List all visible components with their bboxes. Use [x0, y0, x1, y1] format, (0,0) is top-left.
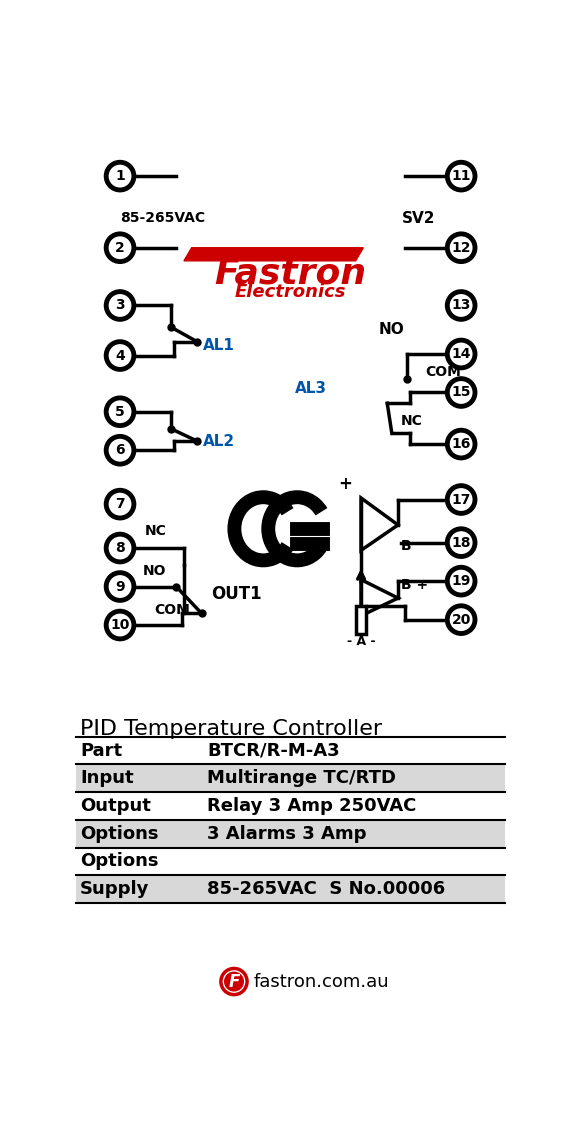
Circle shape	[106, 611, 134, 638]
Text: - A -: - A -	[347, 635, 375, 648]
Circle shape	[447, 234, 475, 262]
Text: 85-265VAC: 85-265VAC	[120, 211, 205, 226]
Text: 19: 19	[451, 574, 471, 589]
Circle shape	[106, 234, 134, 262]
Text: 6: 6	[115, 443, 125, 457]
Text: NC: NC	[401, 414, 423, 428]
Circle shape	[106, 291, 134, 320]
Circle shape	[447, 485, 475, 514]
Text: B: B	[401, 540, 412, 553]
Text: AL2: AL2	[203, 433, 235, 449]
Circle shape	[447, 567, 475, 595]
FancyBboxPatch shape	[76, 764, 505, 793]
Text: Fastron: Fastron	[214, 256, 366, 290]
Circle shape	[447, 162, 475, 191]
Text: Multirange TC/RTD: Multirange TC/RTD	[207, 769, 396, 787]
Text: Supply: Supply	[80, 880, 149, 898]
Text: 8: 8	[115, 541, 125, 555]
Text: 15: 15	[451, 386, 471, 399]
Text: 5: 5	[115, 405, 125, 418]
Text: 16: 16	[451, 437, 471, 451]
Text: OUT1: OUT1	[211, 585, 261, 603]
Text: NO: NO	[379, 322, 405, 337]
Circle shape	[106, 534, 134, 561]
Text: Part: Part	[80, 742, 122, 760]
Text: 1: 1	[115, 169, 125, 183]
Text: Options: Options	[80, 853, 159, 871]
Circle shape	[106, 398, 134, 425]
Circle shape	[106, 573, 134, 600]
Text: 11: 11	[451, 169, 471, 183]
Circle shape	[106, 341, 134, 370]
Text: Relay 3 Amp 250VAC: Relay 3 Amp 250VAC	[207, 797, 416, 815]
Circle shape	[106, 437, 134, 464]
Text: 3 Alarms 3 Amp: 3 Alarms 3 Amp	[207, 824, 366, 843]
Text: Output: Output	[80, 797, 151, 815]
Text: 14: 14	[451, 347, 471, 361]
Circle shape	[447, 291, 475, 320]
Text: 85-265VAC  S No.00006: 85-265VAC S No.00006	[207, 880, 445, 898]
Text: Options: Options	[80, 824, 159, 843]
Text: fastron.com.au: fastron.com.au	[253, 973, 389, 990]
Text: B +: B +	[401, 578, 428, 592]
Text: 10: 10	[111, 618, 130, 632]
FancyBboxPatch shape	[76, 875, 505, 903]
Text: 2: 2	[115, 240, 125, 255]
Circle shape	[447, 340, 475, 367]
Circle shape	[447, 528, 475, 557]
Text: PID Temperature Controller: PID Temperature Controller	[80, 719, 382, 739]
Text: AL3: AL3	[295, 381, 327, 396]
FancyBboxPatch shape	[356, 606, 366, 634]
Text: 3: 3	[115, 298, 125, 313]
Text: COM: COM	[154, 602, 190, 617]
Text: Input: Input	[80, 769, 134, 787]
Circle shape	[221, 968, 247, 995]
Text: SV2: SV2	[402, 211, 435, 226]
Text: AL1: AL1	[203, 338, 235, 353]
Text: NO: NO	[143, 564, 167, 578]
Text: 13: 13	[451, 298, 471, 313]
Circle shape	[447, 606, 475, 634]
Polygon shape	[184, 247, 363, 261]
FancyBboxPatch shape	[76, 820, 505, 847]
Text: 12: 12	[451, 240, 471, 255]
Text: 18: 18	[451, 535, 471, 550]
Text: 7: 7	[115, 497, 125, 511]
Text: Electronics: Electronics	[234, 284, 346, 302]
Circle shape	[106, 490, 134, 518]
Circle shape	[224, 972, 244, 991]
Text: COM: COM	[426, 365, 462, 380]
Text: NC: NC	[145, 524, 166, 539]
Text: 20: 20	[451, 612, 471, 627]
Text: BTCR/R-M-A3: BTCR/R-M-A3	[207, 742, 340, 760]
Text: 4: 4	[115, 348, 125, 363]
Text: F: F	[229, 973, 240, 990]
Circle shape	[447, 379, 475, 406]
Text: 9: 9	[115, 579, 125, 593]
Text: 17: 17	[451, 492, 471, 507]
Circle shape	[447, 430, 475, 458]
Text: +: +	[338, 475, 352, 493]
Circle shape	[106, 162, 134, 191]
